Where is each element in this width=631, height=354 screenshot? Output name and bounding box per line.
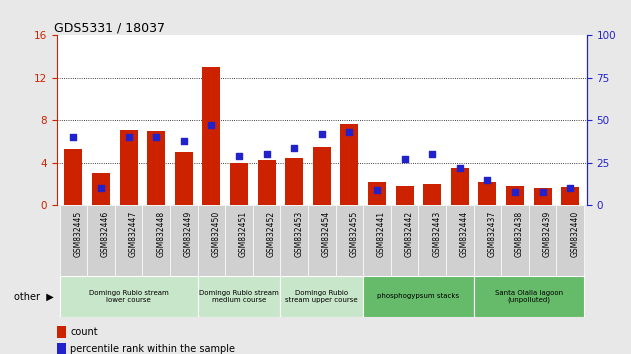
Bar — [198, 276, 280, 317]
Bar — [120, 130, 138, 205]
Bar — [363, 276, 474, 317]
Point — [510, 189, 520, 195]
Text: GSM832437: GSM832437 — [488, 211, 497, 257]
Text: GSM832447: GSM832447 — [129, 211, 138, 257]
Bar — [446, 205, 474, 276]
Point — [234, 153, 244, 159]
Text: GSM832440: GSM832440 — [570, 211, 579, 257]
Point — [179, 138, 189, 144]
Bar — [534, 188, 551, 205]
Point — [289, 145, 299, 150]
Text: GSM832451: GSM832451 — [239, 211, 248, 257]
Bar — [87, 205, 115, 276]
Bar — [341, 124, 358, 205]
Bar — [57, 343, 66, 354]
Text: Domingo Rubio stream
lower course: Domingo Rubio stream lower course — [89, 290, 168, 303]
Point — [455, 165, 465, 171]
Bar — [506, 186, 524, 205]
Bar — [59, 276, 198, 317]
Point — [372, 187, 382, 193]
Text: GSM832449: GSM832449 — [184, 211, 193, 257]
Bar — [368, 182, 386, 205]
Text: GSM832446: GSM832446 — [101, 211, 110, 257]
Point — [262, 152, 272, 157]
Text: GSM832442: GSM832442 — [404, 211, 414, 257]
Bar — [147, 131, 165, 205]
Bar — [59, 205, 87, 276]
Point — [565, 185, 575, 191]
Text: GSM832438: GSM832438 — [515, 211, 524, 257]
Bar — [175, 152, 192, 205]
Text: GSM832453: GSM832453 — [294, 211, 304, 257]
Bar — [230, 163, 248, 205]
Text: GSM832448: GSM832448 — [156, 211, 165, 257]
Point — [124, 135, 134, 140]
Bar — [313, 147, 331, 205]
Bar — [451, 168, 469, 205]
Bar — [170, 205, 198, 276]
Bar — [557, 205, 584, 276]
Point — [345, 130, 355, 135]
Text: GSM832439: GSM832439 — [543, 211, 551, 257]
Bar — [529, 205, 557, 276]
Bar — [280, 276, 363, 317]
Point — [96, 185, 106, 191]
Text: GSM832450: GSM832450 — [211, 211, 220, 257]
Bar — [64, 149, 82, 205]
Bar — [418, 205, 446, 276]
Text: GSM832444: GSM832444 — [460, 211, 469, 257]
Point — [399, 156, 410, 162]
Bar — [253, 205, 280, 276]
Bar — [474, 205, 501, 276]
Point — [317, 131, 327, 137]
Bar — [363, 205, 391, 276]
Bar — [474, 276, 584, 317]
Text: Domingo Rubio
stream upper course: Domingo Rubio stream upper course — [285, 290, 358, 303]
Bar — [423, 184, 441, 205]
Text: Santa Olalla lagoon
(unpolluted): Santa Olalla lagoon (unpolluted) — [495, 290, 563, 303]
Bar — [115, 205, 143, 276]
Bar — [478, 182, 497, 205]
Bar — [143, 205, 170, 276]
Bar — [92, 173, 110, 205]
Bar — [285, 158, 303, 205]
Bar — [308, 205, 336, 276]
Bar — [225, 205, 253, 276]
Point — [427, 152, 437, 157]
Text: GSM832443: GSM832443 — [432, 211, 441, 257]
Text: GSM832454: GSM832454 — [322, 211, 331, 257]
Text: GSM832445: GSM832445 — [73, 211, 83, 257]
Bar — [257, 160, 276, 205]
Bar — [280, 205, 308, 276]
Text: count: count — [70, 327, 98, 337]
Bar — [391, 205, 418, 276]
Point — [538, 189, 548, 195]
Text: GSM832452: GSM832452 — [267, 211, 276, 257]
Bar — [501, 205, 529, 276]
Text: GSM832455: GSM832455 — [350, 211, 358, 257]
Text: other  ▶: other ▶ — [14, 291, 54, 302]
Point — [151, 135, 162, 140]
Bar — [336, 205, 363, 276]
Text: GSM832441: GSM832441 — [377, 211, 386, 257]
Bar — [396, 186, 413, 205]
Bar — [57, 326, 66, 338]
Bar — [562, 187, 579, 205]
Text: Domingo Rubio stream
medium course: Domingo Rubio stream medium course — [199, 290, 279, 303]
Text: phosphogypsum stacks: phosphogypsum stacks — [377, 293, 459, 299]
Point — [68, 135, 78, 140]
Point — [206, 122, 216, 128]
Bar — [198, 205, 225, 276]
Bar — [203, 67, 220, 205]
Text: GDS5331 / 18037: GDS5331 / 18037 — [54, 21, 165, 34]
Point — [483, 177, 493, 183]
Text: percentile rank within the sample: percentile rank within the sample — [70, 344, 235, 354]
